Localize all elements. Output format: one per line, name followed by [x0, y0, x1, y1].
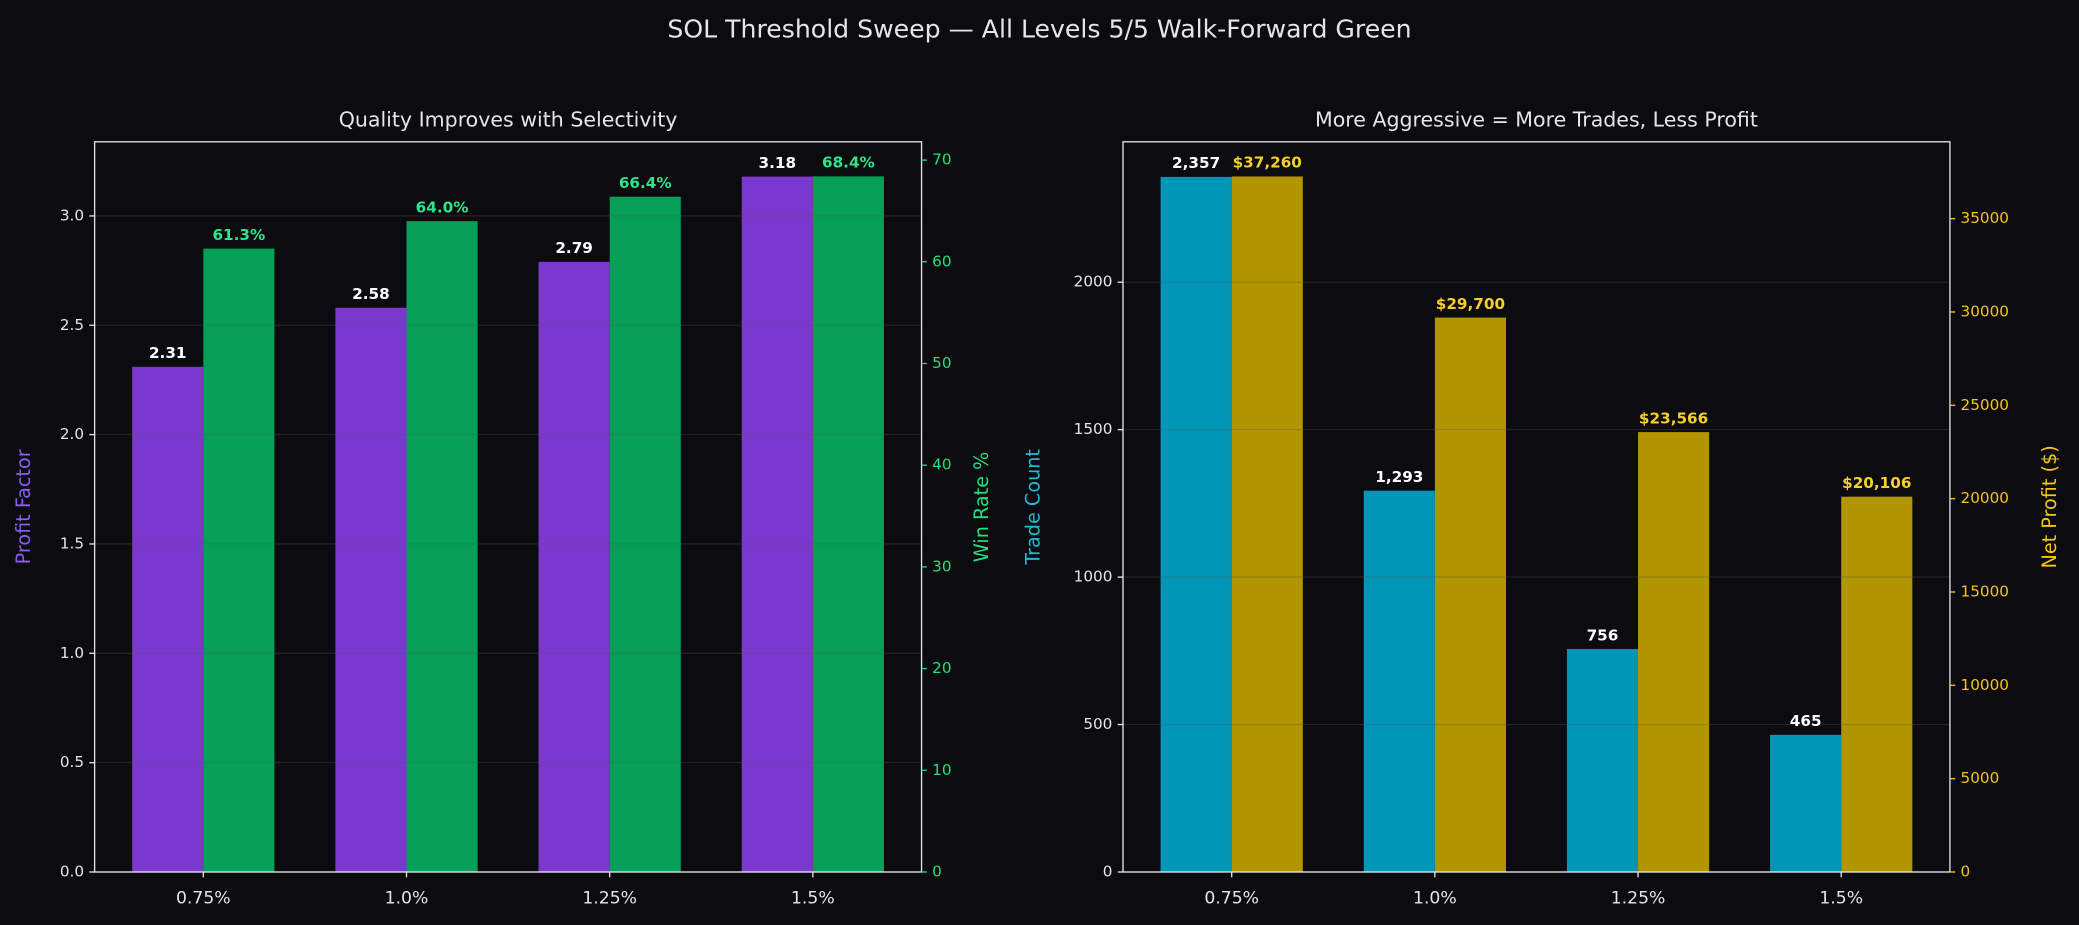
value-label: 68.4%: [822, 154, 875, 172]
x-tick-label: 1.0%: [1413, 888, 1457, 908]
y-tick-label: 2.5: [60, 316, 84, 334]
bar: [1770, 734, 1842, 872]
subplot-title: Quality Improves with Selectivity: [339, 108, 678, 132]
bar: [1841, 496, 1913, 872]
y2-tick-label: 0: [1961, 862, 1971, 880]
bar: [1231, 176, 1303, 872]
axes-frame: [1122, 141, 1951, 873]
value-label: 2.58: [352, 285, 390, 303]
bar: [1363, 490, 1435, 872]
x-tick-label: 1.25%: [1611, 888, 1666, 908]
x-tick-label: 1.0%: [385, 888, 429, 908]
y2-tick-label: 70: [932, 151, 951, 169]
y-tick-label: 500: [1083, 715, 1112, 733]
y2-tick-label: 10000: [1961, 676, 2009, 694]
x-tick-label: 0.75%: [1204, 888, 1259, 908]
y2-tick-label: 30: [932, 557, 951, 575]
y-tick-label: 1.0: [60, 644, 84, 662]
bar: [609, 196, 681, 872]
bar: [132, 366, 204, 872]
x-tick-label: 1.5%: [1819, 888, 1863, 908]
y2-tick-label: 30000: [1961, 302, 2009, 320]
y2-axis-label: Win Rate %: [970, 452, 993, 563]
y2-tick-label: 35000: [1961, 209, 2009, 227]
y-tick-label: 2000: [1074, 273, 1113, 291]
x-tick-label: 1.5%: [791, 888, 835, 908]
y-axis-label: Profit Factor: [12, 449, 35, 564]
y2-tick-label: 15000: [1961, 582, 2009, 600]
bar: [741, 176, 813, 872]
value-label: 1,293: [1375, 468, 1423, 486]
y-tick-label: 1.5: [60, 534, 84, 552]
value-label: 465: [1790, 712, 1822, 730]
value-label: 64.0%: [416, 198, 469, 216]
y2-tick-label: 10: [932, 761, 951, 779]
bar: [406, 221, 478, 872]
y2-tick-label: 20: [932, 659, 951, 677]
y-tick-label: 0.0: [60, 862, 84, 880]
value-label: 61.3%: [212, 226, 265, 244]
y-tick-label: 3.0: [60, 206, 84, 224]
y2-tick-label: 20000: [1961, 489, 2009, 507]
x-tick-label: 0.75%: [176, 888, 231, 908]
value-label: 3.18: [759, 154, 797, 172]
y-tick-label: 2.0: [60, 425, 84, 443]
bar: [335, 307, 407, 872]
value-label: $20,106: [1842, 474, 1911, 492]
y-tick-label: 0.5: [60, 753, 84, 771]
value-label: 756: [1587, 626, 1619, 644]
value-label: $37,260: [1233, 154, 1302, 172]
y2-tick-label: 60: [932, 252, 951, 270]
value-label: 2.79: [555, 239, 593, 257]
y-tick-label: 1000: [1074, 568, 1113, 586]
y2-tick-label: 0: [932, 862, 942, 880]
subplot-title: More Aggressive = More Trades, Less Prof…: [1315, 108, 1758, 132]
y2-tick-label: 40: [932, 456, 951, 474]
figure-title: SOL Threshold Sweep — All Levels 5/5 Wal…: [667, 14, 1411, 43]
y2-axis-label: Net Profit ($): [2038, 445, 2061, 568]
bar: [1434, 317, 1506, 872]
bar: [538, 261, 610, 872]
bar: [203, 248, 275, 872]
axes-frame: [93, 141, 923, 873]
value-label: 2,357: [1172, 154, 1220, 172]
y2-tick-label: 5000: [1961, 769, 2000, 787]
y2-tick-label: 25000: [1961, 396, 2009, 414]
y-tick-label: 1500: [1074, 420, 1113, 438]
y-axis-label: Trade Count: [1022, 449, 1045, 566]
bar: [1638, 432, 1710, 872]
y-tick-label: 0: [1103, 862, 1113, 880]
bar: [812, 176, 884, 872]
bar: [1160, 176, 1232, 872]
value-label: $29,700: [1436, 295, 1505, 313]
value-label: 2.31: [149, 344, 187, 362]
value-label: $23,566: [1639, 409, 1708, 427]
bar: [1566, 649, 1639, 872]
value-label: 66.4%: [619, 174, 672, 192]
y2-tick-label: 50: [932, 354, 951, 372]
x-tick-label: 1.25%: [582, 888, 637, 908]
